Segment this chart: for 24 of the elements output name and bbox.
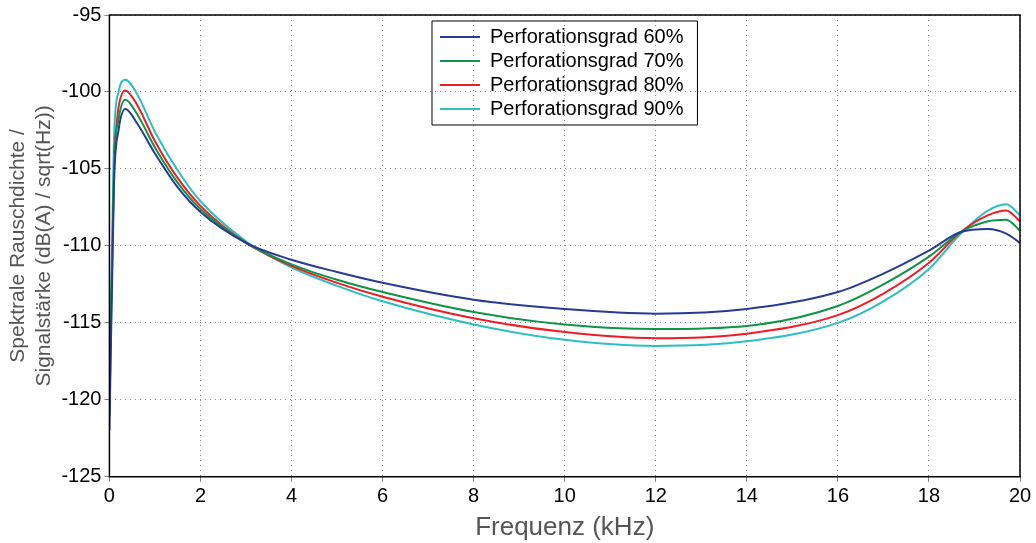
x-tick-label: 6 <box>377 484 389 507</box>
y-tick-label: -110 <box>62 233 102 256</box>
x-axis-title: Frequenz (kHz) <box>475 510 655 541</box>
x-tick-label: 18 <box>917 484 941 507</box>
legend-label: Perforationsgrad 60% <box>489 24 684 47</box>
y-tick-label: -125 <box>61 464 102 487</box>
legend-label: Perforationsgrad 70% <box>489 48 684 71</box>
x-tick-label: 14 <box>735 484 758 507</box>
legend-label: Perforationsgrad 80% <box>489 72 684 95</box>
y-tick-label: -95 <box>72 2 102 25</box>
x-tick-label: 12 <box>644 484 667 507</box>
x-tick-label: 4 <box>285 484 298 507</box>
y-tick-label: -120 <box>61 387 102 410</box>
x-tick-label: 0 <box>103 484 115 507</box>
x-tick-label: 10 <box>553 484 576 507</box>
legend-label: Perforationsgrad 90% <box>489 96 684 119</box>
y-tick-label: -100 <box>61 79 102 102</box>
x-tick-label: 20 <box>1008 484 1032 507</box>
x-tick-label: 8 <box>468 484 480 507</box>
x-tick-label: 16 <box>826 484 850 507</box>
y-axis-title: Spektrale Rauschdichte / Signalstärke (dB(A) / sqrt(Hz)) <box>5 105 54 387</box>
y-tick-label: -105 <box>61 156 102 179</box>
x-tick-label: 2 <box>194 484 207 507</box>
y-tick-label: -115 <box>62 310 102 333</box>
